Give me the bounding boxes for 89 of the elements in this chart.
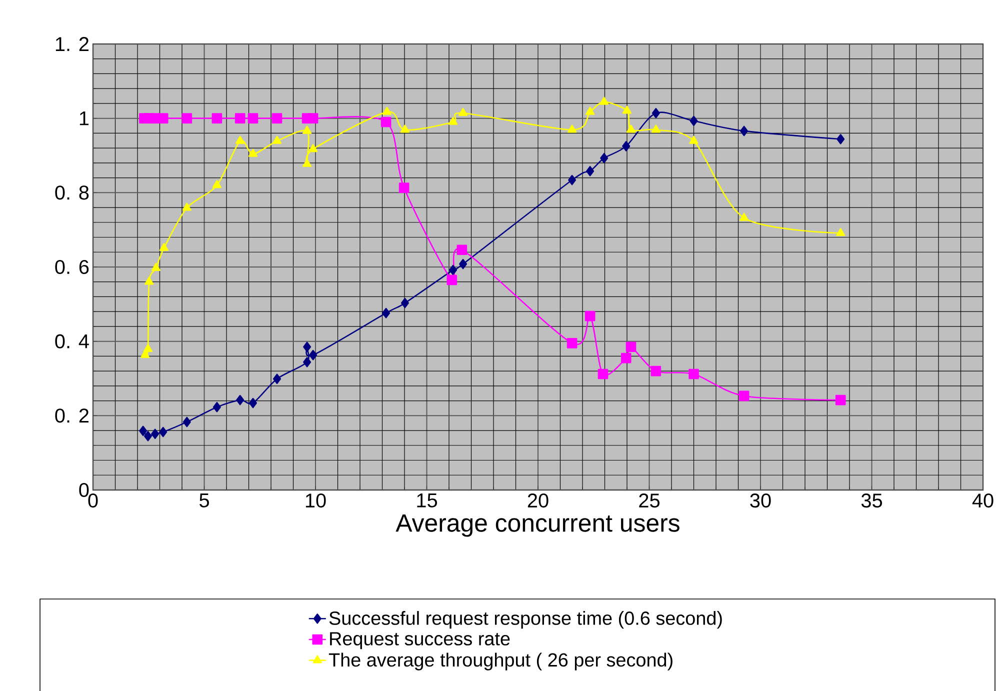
point <box>688 368 699 380</box>
point <box>622 141 630 152</box>
point <box>236 136 245 144</box>
point <box>382 106 392 115</box>
point <box>690 116 698 126</box>
point <box>248 113 258 124</box>
point <box>159 242 169 251</box>
y-tick-label: 1 <box>80 111 89 126</box>
point <box>598 368 608 380</box>
point <box>302 158 312 167</box>
point <box>234 113 246 124</box>
y-tick-label: 0. 4 <box>55 334 89 348</box>
point <box>302 126 312 134</box>
point <box>584 310 596 322</box>
point <box>308 113 318 124</box>
point <box>689 136 698 144</box>
point <box>159 426 168 438</box>
legend-label: Successful request response time (0.6 second) <box>329 611 722 629</box>
point <box>236 394 244 406</box>
point <box>738 390 750 402</box>
point <box>740 126 748 136</box>
point <box>448 264 458 276</box>
point <box>182 113 192 124</box>
legend-label: The average throughput ( 26 per second) <box>328 652 672 670</box>
x-tick-label: 30 <box>750 494 771 508</box>
point <box>248 398 258 408</box>
point <box>212 402 221 412</box>
point <box>600 152 608 164</box>
x-tick-label: 20 <box>528 494 548 508</box>
point <box>151 262 161 271</box>
point <box>212 180 222 188</box>
point <box>248 148 258 157</box>
x-tick-label: 25 <box>639 494 660 508</box>
x-tick-label: 0 <box>88 494 98 508</box>
point <box>308 144 318 152</box>
point <box>380 116 392 128</box>
point <box>139 426 148 436</box>
point <box>566 338 578 348</box>
point <box>836 134 845 144</box>
point <box>143 344 153 352</box>
point <box>600 96 609 105</box>
point <box>303 356 312 368</box>
x-tick-label: 15 <box>417 494 438 508</box>
point <box>458 108 468 116</box>
point <box>309 350 318 360</box>
point <box>586 166 594 176</box>
point <box>272 136 282 144</box>
point <box>835 394 846 406</box>
point <box>740 212 749 221</box>
point <box>626 342 636 352</box>
x-tick-label: 5 <box>200 494 209 508</box>
point <box>182 202 192 211</box>
point <box>651 124 660 133</box>
point <box>459 258 468 270</box>
point <box>158 113 168 124</box>
point <box>446 274 458 286</box>
point <box>398 182 410 193</box>
point <box>448 116 458 125</box>
point <box>652 108 660 118</box>
y-tick-label: 1. 2 <box>56 37 88 51</box>
y-tick-label: 0. 2 <box>55 408 88 423</box>
point <box>212 113 222 124</box>
point <box>303 342 312 352</box>
x-tick-label: 40 <box>972 494 994 508</box>
point <box>151 428 160 440</box>
point <box>622 106 632 114</box>
point <box>836 228 846 236</box>
y-tick-label: 0. 8 <box>55 186 89 200</box>
point <box>456 244 468 256</box>
point <box>626 124 636 133</box>
point <box>272 374 282 384</box>
point <box>568 174 576 186</box>
x-tick-label: 10 <box>306 494 326 508</box>
point <box>272 113 282 124</box>
point <box>568 124 577 133</box>
point <box>382 308 390 318</box>
x-tick-label: 35 <box>861 494 882 508</box>
x-axis-title: Average concurrent users <box>396 514 680 537</box>
point <box>182 416 191 428</box>
y-tick-label: 0. 6 <box>55 260 89 274</box>
point <box>586 106 595 115</box>
legend-label: Request success rate <box>330 632 510 650</box>
point <box>144 276 154 285</box>
point <box>400 124 410 133</box>
point <box>650 366 662 376</box>
y-tick-label: 0 <box>79 482 89 498</box>
point <box>400 298 409 308</box>
point <box>620 352 632 364</box>
point <box>144 430 152 442</box>
